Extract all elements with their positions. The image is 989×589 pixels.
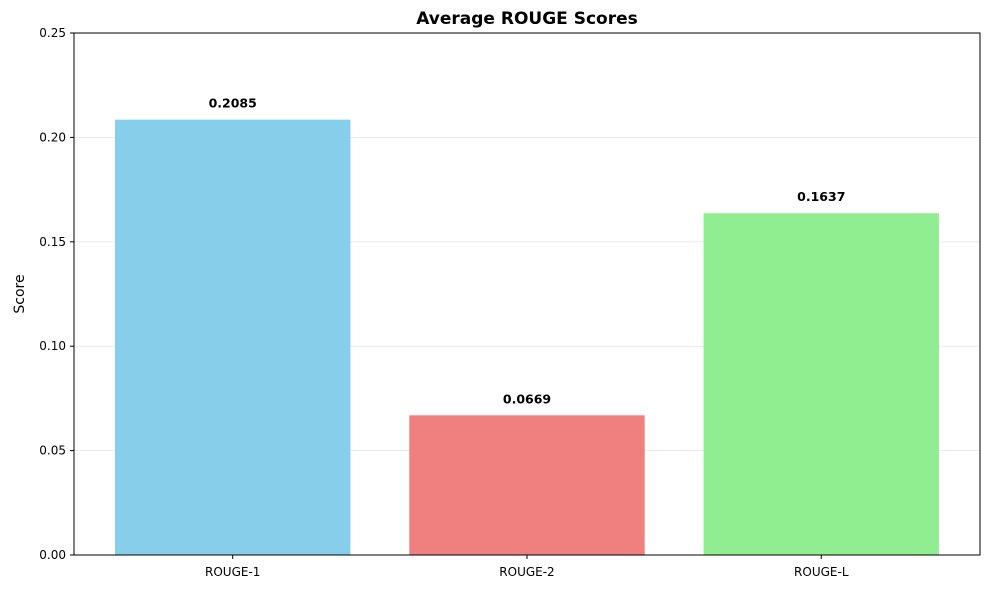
bar-value-label: 0.0669 (503, 391, 551, 406)
x-tick-label: ROUGE-L (794, 565, 849, 579)
y-tick-label: 0.05 (39, 444, 66, 458)
y-axis-ticks: 0.00 0.05 0.10 0.15 0.20 0.25 (39, 26, 74, 562)
x-tick-label: ROUGE-2 (499, 565, 554, 579)
bar-rouge-2 (409, 415, 645, 555)
y-tick-label: 0.15 (39, 235, 66, 249)
chart-title: Average ROUGE Scores (416, 9, 638, 29)
bars (115, 119, 939, 555)
y-tick-label: 0.10 (39, 339, 66, 353)
y-tick-label: 0.20 (39, 130, 66, 144)
bar-rouge-1 (115, 119, 351, 555)
x-tick-label: ROUGE-1 (205, 565, 260, 579)
y-tick-label: 0.00 (39, 548, 66, 562)
bar-value-label: 0.2085 (209, 96, 257, 111)
y-tick-label: 0.25 (39, 26, 66, 40)
bar-rouge-l (703, 213, 939, 555)
bar-value-label: 0.1637 (797, 189, 845, 204)
y-axis-label: Score (12, 274, 28, 313)
data-labels: 0.2085 0.0669 0.1637 (209, 96, 846, 407)
x-axis-ticks: ROUGE-1 ROUGE-2 ROUGE-L (205, 555, 849, 579)
